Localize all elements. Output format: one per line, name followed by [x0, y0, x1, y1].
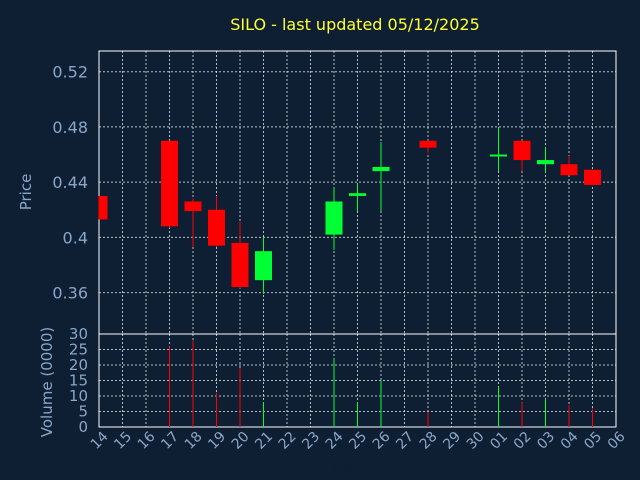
x-tick-label: 16	[135, 429, 159, 453]
volume-tick-label: 20	[69, 356, 88, 374]
x-tick-label: 26	[370, 429, 394, 453]
candle-body	[584, 169, 601, 185]
price-tick-label: 0.52	[52, 63, 88, 82]
x-tick-label: 18	[182, 429, 206, 453]
x-tick-label: 28	[417, 429, 441, 453]
candle-body	[208, 209, 225, 246]
price-axis-label: Price	[17, 174, 35, 211]
x-tick-label: 23	[299, 429, 323, 453]
price-tick-label: 0.36	[52, 284, 88, 303]
candle-body	[372, 166, 390, 172]
candles	[98, 128, 601, 294]
chart-title: SILO - last updated 05/12/2025	[230, 15, 480, 34]
x-tick-label: 24	[323, 429, 347, 453]
price-tick-label: 0.48	[52, 118, 88, 137]
candle-body	[419, 140, 437, 148]
x-tick-label: 29	[440, 429, 464, 453]
x-axis-ticks: 14 15 16 17 18 19 20 21 22 23 24 25 26 27 28 29 30 01 02 03…	[88, 429, 629, 453]
x-tick-label: 20	[229, 429, 253, 453]
candle-body	[513, 140, 531, 161]
candle-body	[325, 201, 343, 235]
candle-body	[490, 154, 507, 157]
x-tick-label: 19	[205, 429, 229, 453]
volume-tick-label: 30	[69, 325, 88, 343]
volume-tick-label: 5	[78, 403, 88, 421]
volume-tick-label: 25	[69, 341, 88, 359]
x-axis-label: Day	[332, 458, 362, 476]
volume-bars	[169, 340, 593, 427]
candle-body	[184, 201, 202, 212]
x-tick-label: 21	[252, 429, 276, 453]
volume-axis-label: Volume (0000)	[38, 327, 56, 437]
price-tick-label: 0.4	[63, 228, 88, 247]
x-tick-label: 14	[88, 429, 112, 453]
candle-body	[255, 251, 272, 281]
x-tick-label: 02	[511, 429, 535, 453]
x-tick-label: 06	[605, 429, 629, 453]
candle-body	[231, 242, 249, 288]
volume-tick-label: 0	[78, 418, 88, 436]
x-tick-label: 17	[158, 429, 182, 453]
x-tick-label: 22	[276, 429, 300, 453]
candle-body	[349, 193, 366, 196]
volume-tick-label: 15	[69, 372, 88, 390]
x-tick-label: 30	[464, 429, 488, 453]
price-panel: 0.52 0.48 0.44 0.4 0.36	[52, 50, 617, 335]
price-tick-label: 0.44	[52, 173, 88, 192]
x-tick-label: 25	[346, 429, 370, 453]
x-tick-label: 27	[393, 429, 417, 453]
candle-body	[560, 164, 578, 176]
x-tick-label: 15	[111, 429, 135, 453]
candle-body	[161, 140, 178, 227]
x-tick-label: 05	[581, 429, 605, 453]
candle-body	[537, 160, 554, 165]
x-tick-label: 04	[558, 429, 582, 453]
x-tick-label: 03	[534, 429, 558, 453]
price-axis-ticks: 0.52 0.48 0.44 0.4 0.36	[52, 63, 88, 303]
volume-tick-label: 10	[69, 387, 88, 405]
candle-body	[99, 195, 108, 220]
x-tick-label: 01	[487, 429, 511, 453]
